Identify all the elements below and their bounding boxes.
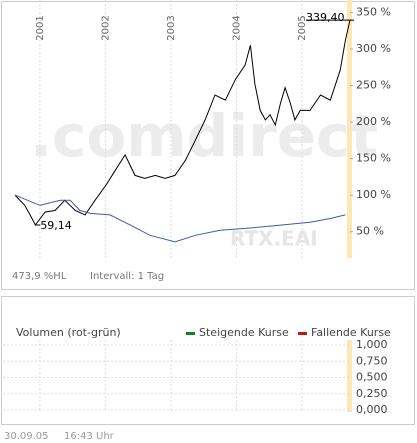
range-label: 473,9 %HL	[12, 271, 67, 282]
series-line	[14, 20, 351, 226]
legend-label: Fallende Kurse	[311, 326, 391, 339]
price-panel	[1, 1, 415, 290]
y-tick-label: 200 %	[356, 115, 391, 128]
y-tick-label: 100 %	[356, 188, 391, 201]
y-tick-label: 250 %	[356, 79, 391, 92]
legend-swatch	[186, 332, 195, 335]
date: 30.09.05	[4, 431, 49, 442]
x-tick-label: 2005	[297, 15, 308, 40]
series-line	[14, 194, 346, 243]
y-tick-label: 50 %	[356, 225, 384, 238]
time: 16:43 Uhr	[64, 431, 115, 442]
legend-swatch	[298, 332, 307, 335]
y-tick-label: 0,250	[356, 387, 388, 400]
y-tick-label: 0,000	[356, 403, 388, 416]
x-tick-label: 2002	[100, 15, 111, 40]
y-tick-label: 150 %	[356, 152, 391, 165]
legend-label: Steigende Kurse	[199, 326, 289, 339]
series-watermark: RTX.EAI	[230, 227, 318, 251]
highlight-band	[347, 0, 352, 258]
annotation-label: 59,14	[40, 219, 71, 232]
y-tick-label: 350 %	[356, 5, 391, 18]
y-tick-label: 300 %	[356, 42, 391, 55]
x-tick-label: 2004	[232, 15, 243, 40]
y-tick-label: 0,750	[356, 354, 388, 367]
x-tick-label: 2001	[35, 15, 46, 40]
volume-panel	[1, 296, 415, 425]
interval-label: Intervall: 1 Tag	[90, 271, 164, 282]
watermark: .comdirect	[30, 102, 378, 170]
annotation-label: 339,40	[306, 11, 345, 24]
x-tick-label: 2003	[166, 15, 177, 40]
volume-title: Volumen (rot-grün)	[16, 326, 121, 339]
highlight-band	[347, 340, 352, 412]
y-tick-label: 0,500	[356, 371, 388, 384]
y-tick-label: 1,000	[356, 338, 388, 351]
